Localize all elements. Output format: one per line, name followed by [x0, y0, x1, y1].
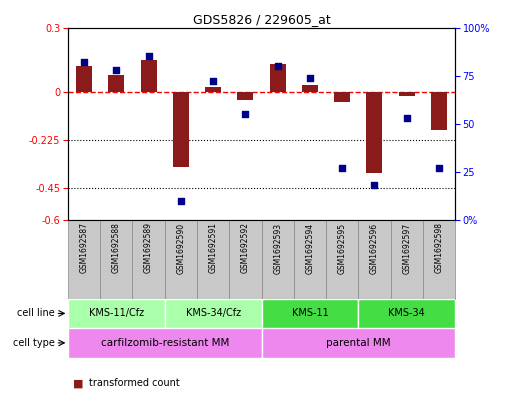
- Point: [370, 182, 379, 189]
- Bar: [431, 92, 447, 130]
- Bar: [262, 299, 358, 328]
- Bar: [302, 85, 318, 92]
- Text: GSM1692590: GSM1692590: [176, 222, 185, 274]
- Text: GSM1692588: GSM1692588: [112, 222, 121, 273]
- Bar: [391, 220, 423, 299]
- Text: ■: ■: [73, 378, 84, 388]
- Text: GSM1692598: GSM1692598: [435, 222, 444, 274]
- Text: cell line: cell line: [17, 309, 55, 318]
- Point: [241, 111, 249, 117]
- Text: transformed count: transformed count: [89, 378, 180, 388]
- Bar: [262, 220, 294, 299]
- Bar: [205, 87, 221, 92]
- Bar: [68, 328, 262, 358]
- Text: carfilzomib-resistant MM: carfilzomib-resistant MM: [100, 338, 229, 348]
- Title: GDS5826 / 229605_at: GDS5826 / 229605_at: [192, 13, 331, 26]
- Text: GSM1692587: GSM1692587: [79, 222, 88, 274]
- Text: KMS-34/Cfz: KMS-34/Cfz: [186, 309, 241, 318]
- Text: cell type: cell type: [13, 338, 55, 348]
- Bar: [262, 328, 455, 358]
- Bar: [358, 299, 455, 328]
- Point: [274, 63, 282, 69]
- Text: GSM1692593: GSM1692593: [273, 222, 282, 274]
- Bar: [237, 92, 254, 100]
- Text: GSM1692591: GSM1692591: [209, 222, 218, 274]
- Point: [112, 67, 120, 73]
- Text: KMS-34: KMS-34: [388, 309, 425, 318]
- Bar: [132, 220, 165, 299]
- Bar: [366, 92, 382, 173]
- Text: GSM1692596: GSM1692596: [370, 222, 379, 274]
- Text: GSM1692595: GSM1692595: [338, 222, 347, 274]
- Bar: [326, 220, 358, 299]
- Bar: [229, 220, 262, 299]
- Bar: [100, 220, 132, 299]
- Text: parental MM: parental MM: [326, 338, 391, 348]
- Bar: [165, 299, 262, 328]
- Bar: [423, 220, 455, 299]
- Text: GSM1692589: GSM1692589: [144, 222, 153, 274]
- Bar: [165, 220, 197, 299]
- Bar: [294, 220, 326, 299]
- Bar: [108, 75, 124, 92]
- Point: [80, 59, 88, 65]
- Point: [338, 165, 346, 171]
- Bar: [68, 299, 165, 328]
- Bar: [76, 66, 92, 92]
- Text: KMS-11/Cfz: KMS-11/Cfz: [89, 309, 144, 318]
- Point: [209, 78, 218, 84]
- Text: GSM1692597: GSM1692597: [402, 222, 411, 274]
- Bar: [399, 92, 415, 96]
- Bar: [334, 92, 350, 103]
- Bar: [173, 92, 189, 167]
- Text: GSM1692592: GSM1692592: [241, 222, 250, 274]
- Point: [144, 53, 153, 59]
- Bar: [269, 64, 286, 92]
- Point: [435, 165, 443, 171]
- Bar: [358, 220, 391, 299]
- Bar: [68, 220, 100, 299]
- Point: [305, 74, 314, 81]
- Text: KMS-11: KMS-11: [291, 309, 328, 318]
- Point: [177, 198, 185, 204]
- Bar: [141, 60, 157, 92]
- Point: [403, 115, 411, 121]
- Text: GSM1692594: GSM1692594: [305, 222, 314, 274]
- Bar: [197, 220, 229, 299]
